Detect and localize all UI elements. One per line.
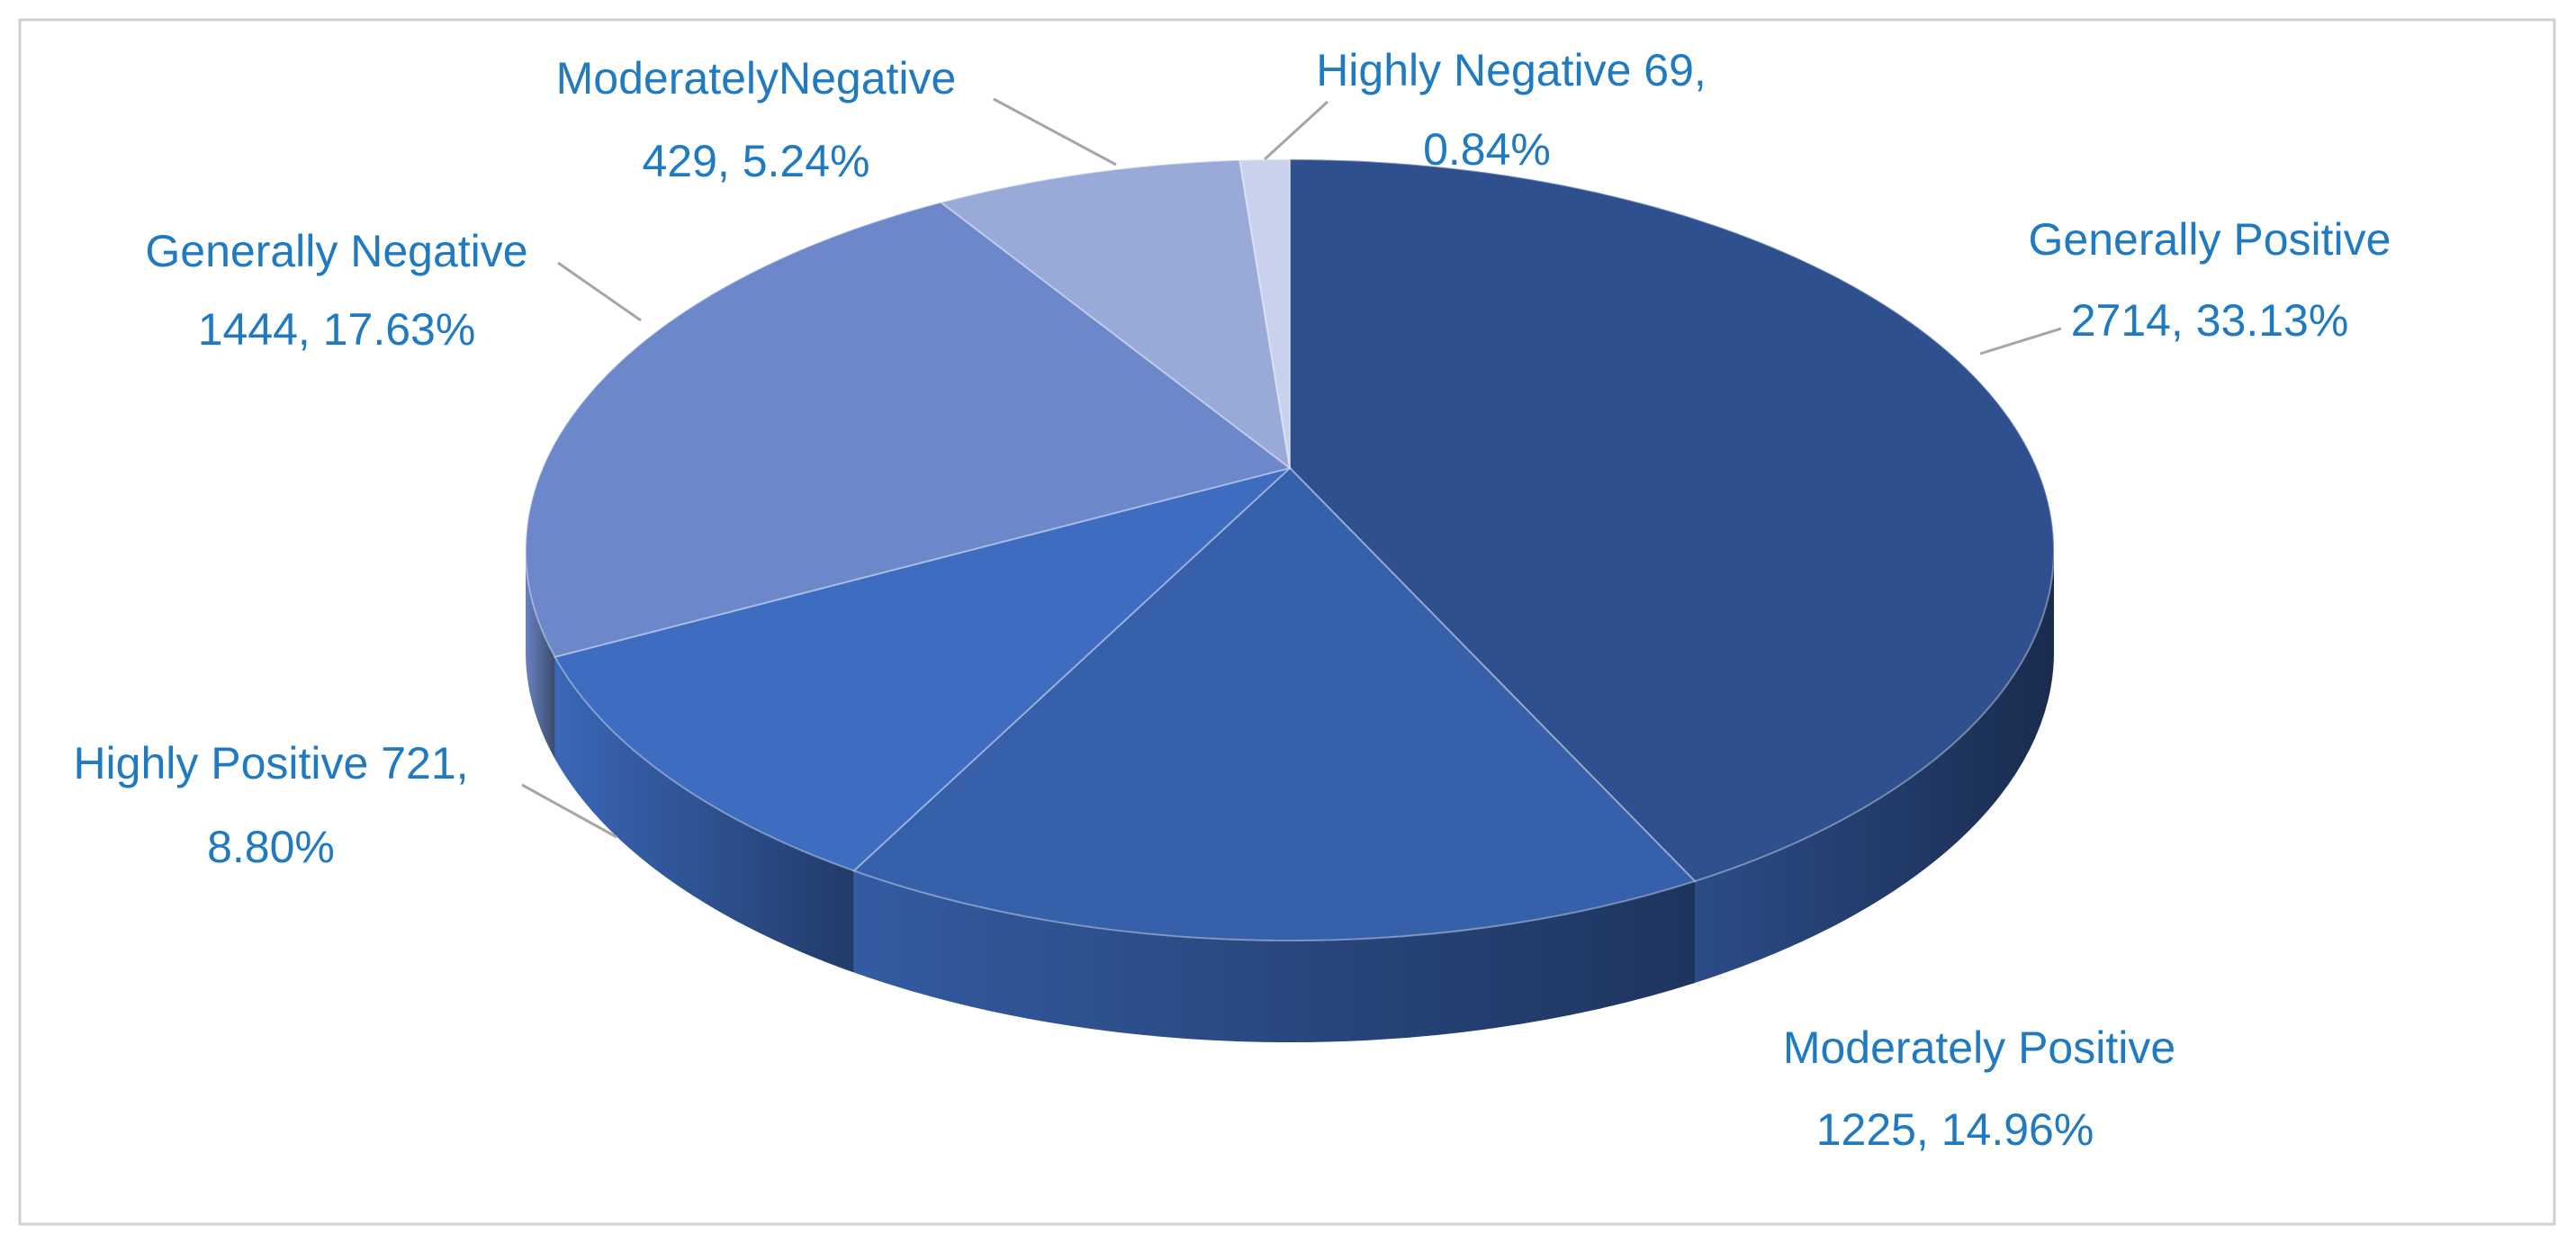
- slice: [525, 201, 1293, 659]
- data-label: Highly Positive 721,: [73, 738, 468, 788]
- data-label: 429, 5.24%: [643, 136, 870, 186]
- data-labels: Generally Positive 2714, 33.13% Moderately…: [73, 45, 2391, 1155]
- slice-side-shade: [1695, 550, 2054, 984]
- slice: [1289, 158, 2055, 883]
- slice-side-shade: [554, 656, 854, 973]
- slice: [939, 158, 1292, 471]
- data-label: 0.84%: [1423, 124, 1551, 175]
- data-label: 1225, 14.96%: [1816, 1104, 2094, 1155]
- data-label: Moderately Positive: [1783, 1022, 2175, 1073]
- leader-line: [993, 97, 1117, 167]
- leader-line: [557, 261, 642, 322]
- data-label: 8.80%: [207, 822, 335, 872]
- leader-line: [1263, 100, 1329, 161]
- slice: [1238, 158, 1291, 469]
- slice-side-shade: [853, 870, 1696, 1042]
- data-label: Generally Negative: [145, 226, 527, 276]
- leader-line: [1979, 327, 2062, 356]
- pie-sides: [526, 550, 2054, 1042]
- data-label: Highly Negative 69,: [1316, 45, 1707, 95]
- slice-side-shade: [526, 550, 555, 759]
- slice: [553, 467, 1291, 872]
- slice: [851, 466, 1697, 941]
- data-label: 1444, 17.63%: [198, 304, 476, 355]
- data-label: ModeratelyNegative: [556, 53, 957, 104]
- pie-slices: [525, 158, 2055, 941]
- data-label: 2714, 33.13%: [2071, 295, 2349, 346]
- leader-line: [521, 783, 617, 839]
- data-label: Generally Positive: [2029, 214, 2391, 265]
